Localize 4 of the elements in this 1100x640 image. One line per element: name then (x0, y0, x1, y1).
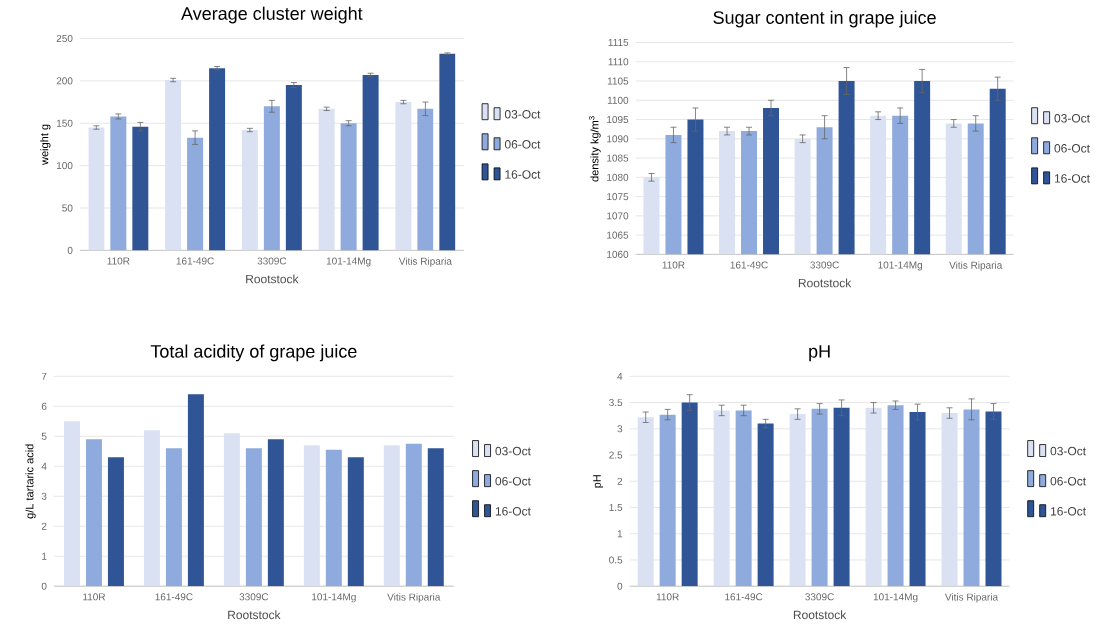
chart-title: Total acidity of grape juice (150, 344, 357, 362)
chart-title: pH (809, 345, 830, 362)
chart-title: Average cluster weight (181, 6, 363, 24)
chart-title: Sugar content in grape juice (713, 10, 936, 28)
